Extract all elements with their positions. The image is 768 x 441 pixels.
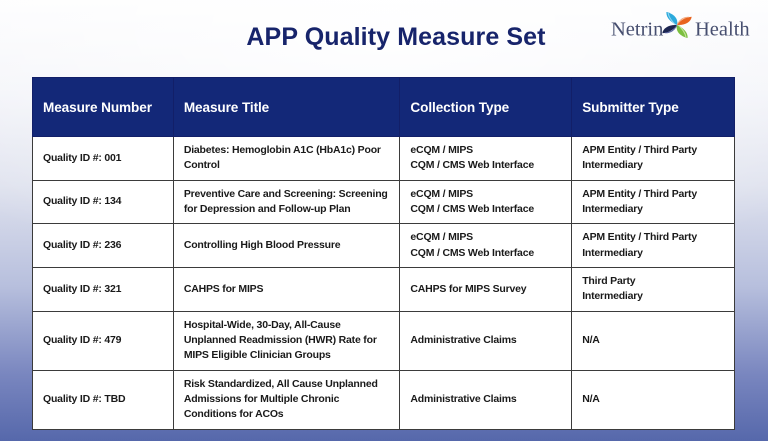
svg-text:Health: Health [695, 19, 750, 41]
svg-text:Netrin: Netrin [611, 19, 663, 41]
